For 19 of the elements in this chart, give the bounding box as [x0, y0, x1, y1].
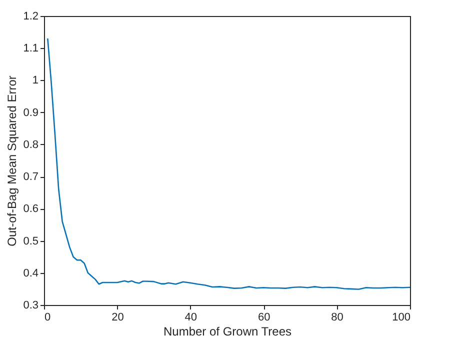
y-tick-label: 0.8 — [23, 138, 38, 151]
y-tick-label: 1.2 — [23, 10, 38, 22]
line-series — [47, 38, 410, 290]
y-tick-label: 1.1 — [23, 42, 38, 55]
y-tick-label: 0.4 — [23, 267, 38, 280]
y-tick-label: 0.5 — [23, 235, 38, 248]
x-tick-label: 40 — [184, 312, 198, 324]
y-tick-label: 0.7 — [23, 171, 38, 184]
y-tick-label: 0.9 — [23, 106, 38, 119]
y-tick-label: 0.6 — [23, 203, 38, 216]
x-axis-title: Number of Grown Trees — [163, 324, 292, 338]
x-tick-label: 20 — [112, 312, 124, 324]
y-axis-title: Out-of-Bag Mean Squared Error — [5, 76, 20, 246]
x-tick-label: 80 — [331, 312, 344, 324]
y-tick-label: 1 — [32, 74, 38, 87]
x-tick-label: 60 — [258, 312, 270, 324]
x-tick-label: 0 — [44, 312, 51, 324]
x-tick-label: 100 — [392, 312, 410, 324]
y-tick-label: 0.3 — [23, 300, 38, 312]
